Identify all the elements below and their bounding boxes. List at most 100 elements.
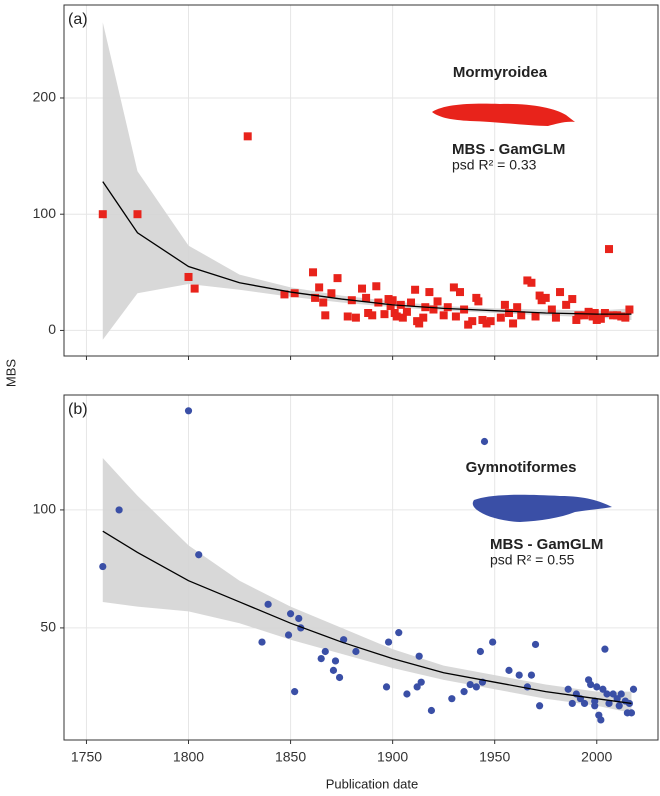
y-axis-label: MBS — [3, 359, 18, 388]
point — [536, 702, 544, 710]
point — [415, 319, 424, 328]
point — [527, 278, 536, 287]
model-name: MBS - GamGLM — [490, 536, 603, 553]
point — [309, 268, 318, 277]
point — [451, 312, 460, 321]
point — [429, 305, 438, 314]
point — [384, 638, 393, 646]
point — [568, 295, 577, 304]
point — [464, 320, 473, 329]
point — [597, 716, 605, 724]
point — [617, 690, 625, 698]
point — [321, 647, 329, 656]
point — [596, 314, 605, 323]
point — [600, 308, 609, 317]
point — [556, 288, 565, 297]
point — [617, 312, 626, 321]
point — [523, 683, 531, 691]
point — [504, 308, 513, 317]
point — [537, 296, 546, 305]
point — [443, 303, 452, 312]
point — [415, 652, 423, 660]
point — [392, 312, 401, 321]
point — [480, 437, 489, 446]
point — [605, 699, 613, 708]
x-axis-label: Publication date — [326, 776, 419, 791]
point — [613, 695, 621, 703]
point — [319, 298, 328, 307]
point — [411, 285, 420, 294]
x-tick-label: 1750 — [71, 749, 102, 765]
point — [599, 685, 607, 693]
point — [515, 671, 523, 679]
point — [472, 683, 480, 691]
point — [564, 685, 572, 693]
confidence-band — [102, 22, 632, 340]
point — [335, 673, 344, 682]
point — [513, 303, 522, 312]
point — [315, 283, 324, 292]
point — [190, 284, 199, 293]
point — [474, 297, 483, 306]
mormyroidea-silhouette — [432, 103, 575, 126]
point — [368, 311, 377, 320]
point — [505, 666, 513, 674]
x-tick-label: 2000 — [581, 749, 612, 765]
point — [374, 298, 383, 307]
y-tick-label: 50 — [40, 619, 56, 635]
point — [523, 276, 532, 285]
point — [601, 645, 609, 653]
point — [329, 666, 338, 674]
point — [264, 600, 272, 608]
point — [527, 671, 536, 679]
point — [584, 307, 593, 316]
confidence-band — [102, 458, 632, 713]
point — [486, 317, 495, 326]
point — [535, 291, 544, 300]
point — [311, 293, 320, 302]
point — [572, 315, 581, 324]
point — [476, 647, 485, 656]
point — [327, 289, 336, 298]
y-tick-label: 0 — [48, 321, 56, 337]
point — [398, 313, 407, 322]
point — [317, 654, 325, 663]
point — [496, 313, 505, 322]
point — [382, 683, 391, 691]
point — [380, 310, 389, 319]
point — [115, 506, 123, 514]
point — [468, 317, 477, 326]
point — [372, 282, 381, 291]
point — [466, 680, 474, 689]
point — [482, 319, 491, 328]
point — [629, 685, 638, 693]
point — [592, 315, 601, 324]
fit-line — [102, 530, 632, 705]
x-tick-label: 1850 — [275, 749, 306, 765]
point — [439, 311, 448, 320]
fit-line — [102, 181, 632, 315]
point — [419, 313, 428, 322]
point — [417, 678, 425, 686]
point — [286, 610, 295, 618]
point — [593, 683, 601, 691]
point — [280, 290, 289, 299]
panel-label: (b) — [68, 401, 88, 418]
plot-frame — [63, 394, 659, 741]
group-name: Gymnotiformes — [466, 459, 577, 476]
x-tick-label: 1800 — [173, 749, 204, 765]
point — [403, 690, 411, 698]
point — [352, 647, 360, 656]
point — [509, 319, 518, 328]
y-tick-label: 100 — [33, 501, 57, 517]
point — [384, 295, 393, 304]
x-tick-label: 1950 — [479, 749, 510, 765]
point — [358, 284, 367, 293]
x-tick-label: 1900 — [377, 749, 408, 765]
point — [460, 688, 468, 696]
point — [580, 311, 589, 320]
y-tick-label: 100 — [33, 205, 57, 221]
point — [184, 272, 193, 281]
fit-stat: psd R² = 0.55 — [490, 552, 575, 568]
point — [331, 657, 340, 665]
